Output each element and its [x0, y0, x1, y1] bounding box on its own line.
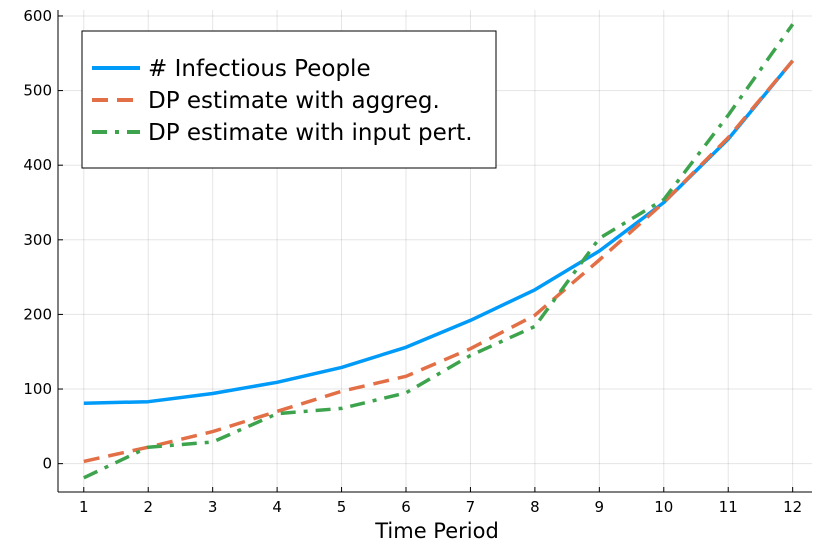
- y-tick-label: 0: [42, 455, 52, 473]
- x-axis-title: Time Period: [374, 519, 499, 543]
- series-line-3: [83, 23, 795, 480]
- x-tick-label: 1: [79, 498, 89, 516]
- x-tick-label: 2: [143, 498, 153, 516]
- legend-label-2: DP estimate with aggreg.: [148, 88, 440, 114]
- y-tick-label: 400: [23, 156, 52, 174]
- y-tick-label: 300: [23, 231, 52, 249]
- x-tick-label: 10: [654, 498, 673, 516]
- x-tick-label: 5: [337, 498, 347, 516]
- y-tick-label: 200: [23, 305, 52, 323]
- x-tick-label: 6: [401, 498, 411, 516]
- x-tick-label: 9: [595, 498, 605, 516]
- x-tick-label: 12: [783, 498, 802, 516]
- x-tick-label: 8: [530, 498, 540, 516]
- legend-label-3: DP estimate with input pert.: [148, 120, 473, 146]
- x-tick-label: 11: [719, 498, 738, 516]
- x-tick-label: 4: [272, 498, 282, 516]
- y-tick-label: 600: [23, 7, 52, 25]
- y-tick-label: 100: [23, 380, 52, 398]
- legend-label-1: # Infectious People: [148, 56, 371, 82]
- x-tick-label: 7: [466, 498, 476, 516]
- legend-box: [81, 30, 497, 169]
- x-tick-label: 3: [208, 498, 218, 516]
- legend: # Infectious People DP estimate with aggr…: [81, 30, 497, 169]
- y-tick-label: 500: [23, 82, 52, 100]
- series-lines: [83, 23, 795, 480]
- series-line-2: [83, 59, 795, 464]
